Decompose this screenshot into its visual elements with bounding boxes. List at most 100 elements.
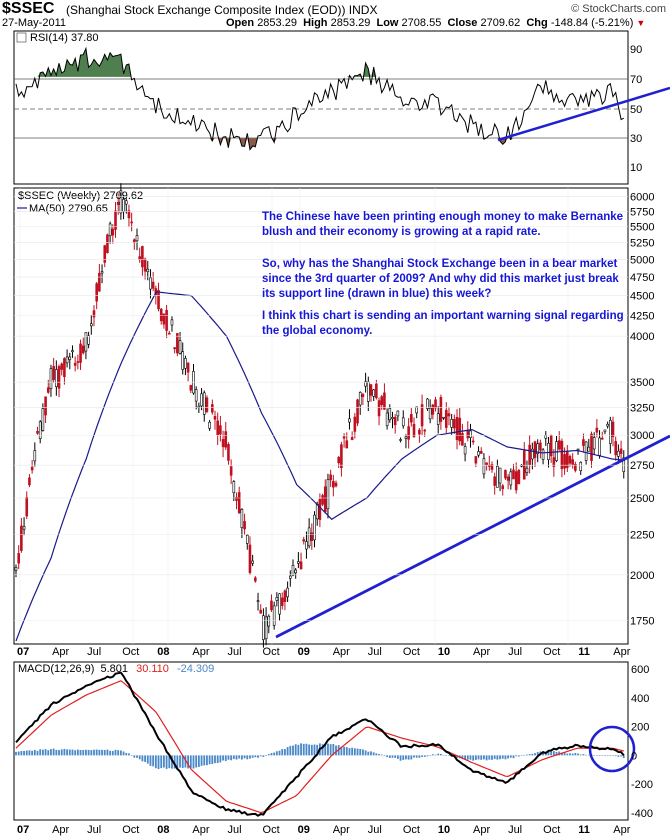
macd-hist-bar (60, 749, 63, 756)
price-candle-body (289, 575, 292, 579)
price-candle-body (557, 440, 561, 450)
price-candle-body (116, 201, 120, 205)
macd-hist-bar (501, 755, 504, 759)
macd-hist-bar (396, 755, 399, 759)
macd-hist-bar (224, 755, 227, 762)
macd-hist-bar (308, 744, 311, 756)
price-candle-body (124, 200, 128, 205)
macd-hist-bar (574, 752, 577, 756)
macd-hist-bar (146, 755, 149, 764)
macd-hist-bar (302, 743, 305, 756)
price-candle-body (337, 457, 341, 464)
time-axis-label: Oct (543, 646, 560, 658)
price-candle-body (84, 332, 88, 352)
price-candle-body (278, 593, 281, 615)
price-candle-body (603, 429, 607, 433)
macd-hist-bar (267, 754, 270, 756)
price-frame (13, 187, 629, 645)
macd-hist-bar (504, 755, 507, 760)
macd-highlight-circle (588, 725, 636, 773)
macd-hist-bar (163, 755, 165, 768)
macd-tick-label: 600 (631, 664, 649, 676)
price-candle-body (33, 450, 37, 462)
macd-hist-bar (214, 755, 216, 764)
macd-hist-bar (36, 750, 39, 756)
price-candle-body (79, 343, 82, 363)
macd-hist-bar (294, 744, 297, 756)
price-candle-body (410, 414, 413, 423)
macd-hist-bar (499, 755, 501, 760)
support-trendline (275, 434, 670, 639)
rsi-tick: 50 (630, 104, 642, 116)
macd-hist-bar (130, 755, 133, 756)
price-candle-body (315, 503, 319, 520)
price-candle-body (22, 526, 26, 530)
price-candle-body (547, 442, 550, 460)
macd-hist-bar (50, 749, 52, 756)
macd-hist-bar (512, 755, 515, 759)
time-axis-label: 10 (438, 824, 450, 836)
macd-hist-bar (200, 755, 203, 766)
rsi-trendline (497, 86, 670, 142)
macd-hist-bar (461, 755, 464, 759)
macd-hist-bar (587, 754, 590, 756)
macd-hist-bar (173, 755, 176, 769)
price-candle-body (479, 451, 483, 454)
time-axis-label: Jul (368, 646, 382, 658)
macd-hist-bar (238, 755, 241, 759)
price-candle-body (512, 469, 515, 480)
macd-hist-bar (68, 749, 71, 756)
price-candle-body (485, 462, 488, 466)
price-panel: $SSEC (Weekly) 2709.62 MA(50) 2790.65 60… (13, 183, 670, 648)
macd-hist-bar (149, 755, 152, 766)
open-label: Open (226, 17, 255, 29)
price-candle-body (73, 362, 77, 366)
price-candle-body (87, 335, 90, 345)
price-candle-body (539, 442, 542, 451)
price-candle-body (439, 397, 443, 422)
macd-hist-bar (310, 744, 313, 756)
macd-hist-bar (332, 744, 335, 756)
macd-hist-bar (278, 750, 281, 756)
price-candle-body (170, 319, 174, 326)
macd-hist-bar (114, 749, 117, 756)
rsi-tick: 70 (630, 74, 642, 86)
macd-hist-bar (480, 755, 483, 760)
macd-hist-bar (187, 755, 190, 769)
macd-hist-bar (265, 755, 267, 756)
price-candle-body (130, 221, 133, 224)
macd-value: 5.801 (100, 663, 128, 675)
price-candle-body (221, 439, 225, 448)
price-candle-body (463, 446, 467, 455)
price-candle-body (60, 363, 64, 370)
price-candle-body (71, 350, 74, 353)
macd-hist-bar (391, 755, 394, 758)
macd-hist-bar (609, 755, 612, 756)
price-tick-label: 5750 (630, 206, 654, 218)
price-candle-body (574, 464, 577, 471)
price-candle-body (428, 407, 432, 420)
price-candle-body (453, 419, 456, 429)
price-tick-label: 4250 (630, 310, 654, 322)
macd-hist-bar (362, 749, 364, 756)
price-candle-body (380, 396, 384, 406)
price-candle-body (600, 437, 604, 440)
macd-hist-bar (375, 753, 378, 756)
price-candle-body (189, 385, 193, 391)
price-candle-body (407, 426, 410, 440)
macd-hist-bar (227, 755, 230, 760)
macd-hist-bar (128, 753, 130, 756)
price-candle-body (393, 416, 397, 426)
price-tick-label: 2750 (630, 460, 654, 472)
price-candle-body (388, 407, 392, 421)
vertical-gridlines (19, 188, 569, 644)
macd-hist-bar (316, 744, 319, 756)
macd-hist-bar (622, 755, 625, 759)
price-candle-body (28, 477, 31, 486)
price-candle-body (98, 272, 101, 292)
price-candle-body (286, 587, 289, 598)
macd-hist-bar (523, 755, 526, 756)
price-candle-body (595, 427, 599, 433)
price-candle-body (302, 539, 306, 542)
macd-tick-label: -400 (631, 808, 653, 820)
